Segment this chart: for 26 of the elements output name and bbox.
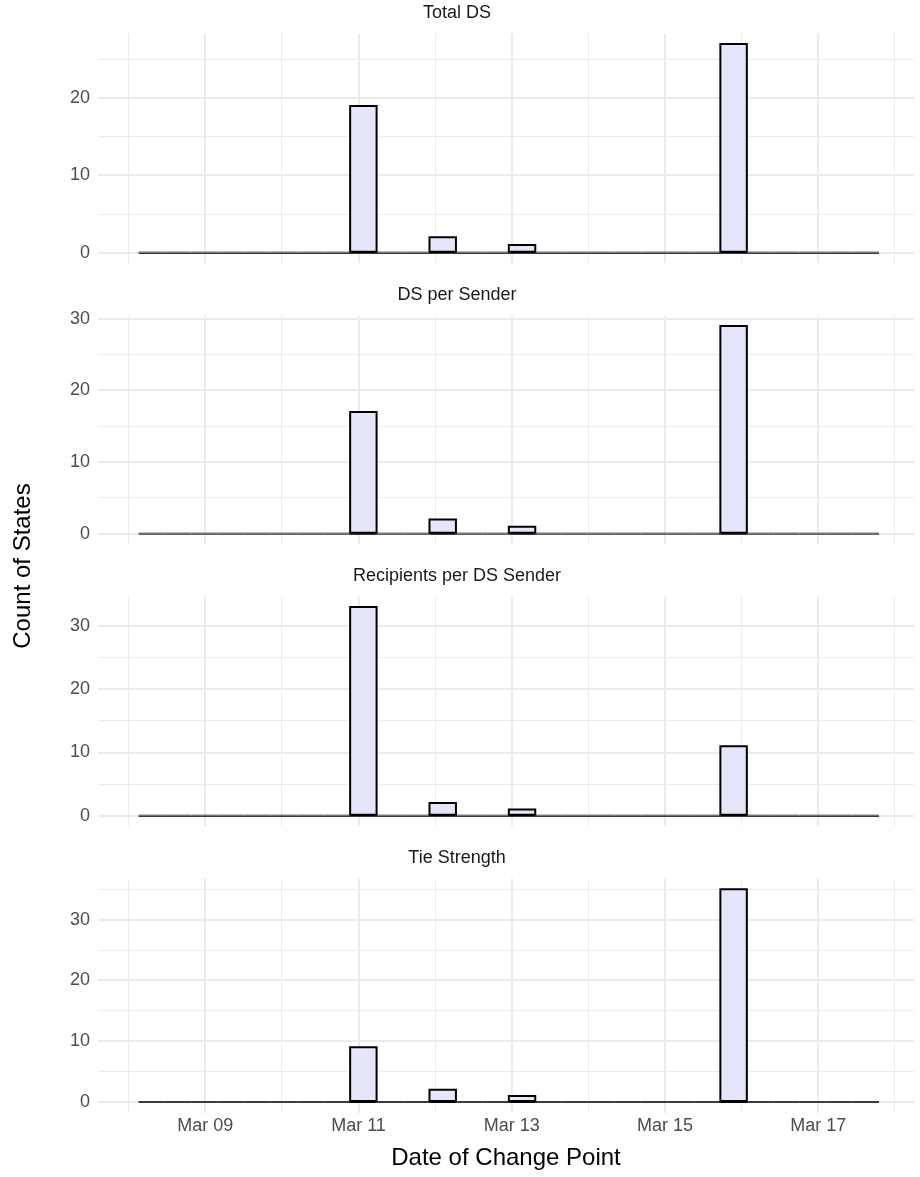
y-axis-title: Count of States xyxy=(8,482,36,651)
chart-title: Tie Strength xyxy=(408,846,506,867)
y-tick-label: 10 xyxy=(69,451,90,472)
x-tick-label: Mar 09 xyxy=(177,1115,234,1136)
chart-title: Total DS xyxy=(422,1,492,22)
y-tick-label: 0 xyxy=(79,522,90,543)
x-tick-label: Mar 15 xyxy=(636,1115,693,1136)
y-tick-label: 30 xyxy=(69,614,90,635)
y-tick-label: 10 xyxy=(69,741,90,762)
y-tick-label: 0 xyxy=(79,241,90,262)
y-tick-label: 20 xyxy=(69,969,90,990)
x-axis-title: Date of Change Point xyxy=(391,1143,622,1171)
chart-title: Recipients per DS Sender xyxy=(352,564,562,585)
y-tick-label: 10 xyxy=(69,164,90,185)
y-tick-label: 0 xyxy=(79,1090,90,1111)
y-tick-label: 20 xyxy=(69,379,90,400)
y-tick-label: 0 xyxy=(79,804,90,825)
x-tick-label: Mar 17 xyxy=(790,1115,847,1136)
x-tick-label: Mar 13 xyxy=(483,1115,540,1136)
y-tick-label: 30 xyxy=(69,908,90,929)
y-tick-label: 20 xyxy=(69,87,90,108)
y-tick-label: 30 xyxy=(69,307,90,328)
x-tick-label: Mar 11 xyxy=(331,1115,386,1136)
chart-title: DS per Sender xyxy=(397,283,517,304)
y-tick-label: 10 xyxy=(69,1030,90,1051)
y-tick-label: 20 xyxy=(69,678,90,699)
